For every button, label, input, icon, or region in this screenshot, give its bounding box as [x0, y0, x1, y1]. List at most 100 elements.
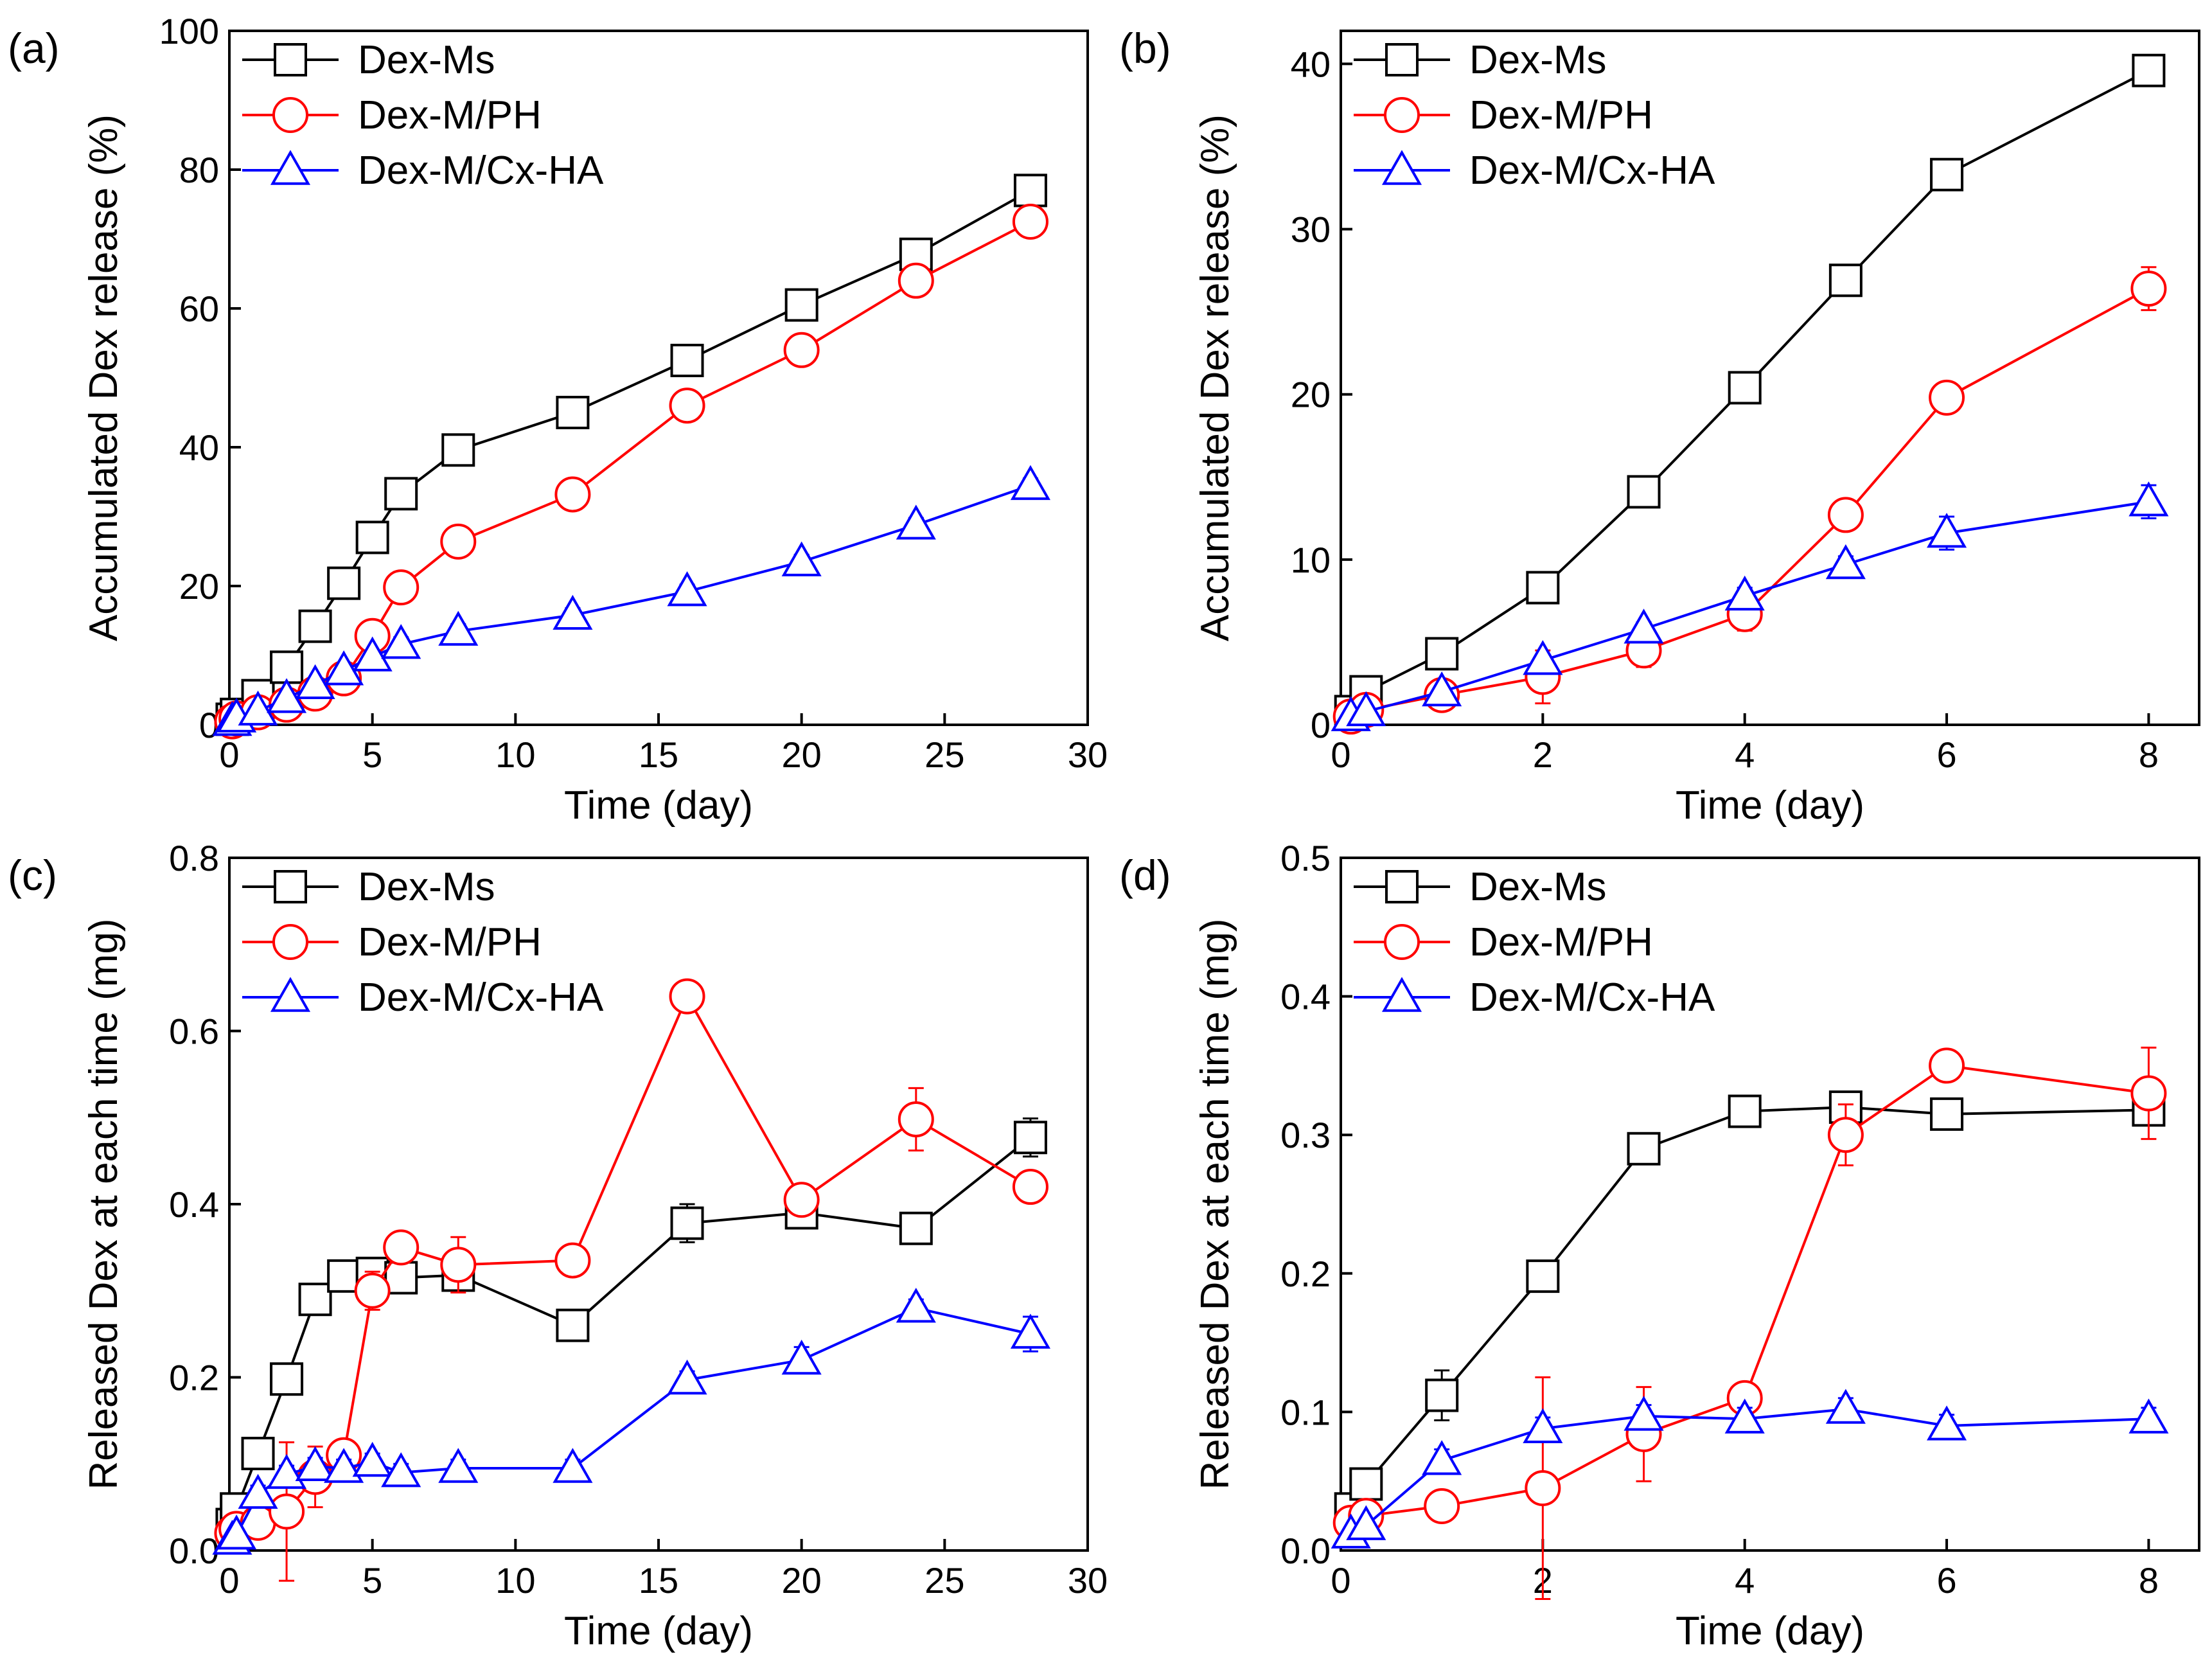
- y-tick-label: 0.0: [1280, 1531, 1331, 1571]
- x-tick-label: 8: [2139, 734, 2159, 775]
- y-tick-label: 80: [179, 150, 219, 190]
- y-axis-title: Released Dex at each time (mg): [1193, 918, 1237, 1489]
- y-tick-label: 30: [1291, 209, 1331, 250]
- data-point: [381, 624, 421, 659]
- legend-item: Dex-M/Cx-HA: [1354, 975, 1715, 1020]
- y-tick-label: 60: [179, 289, 219, 329]
- data-point: [1825, 1389, 1866, 1424]
- x-axis-title: Time (day): [564, 1609, 753, 1653]
- data-point: [1930, 1097, 1964, 1131]
- legend-label: Dex-M/PH: [1469, 93, 1653, 138]
- data-point: [1010, 465, 1050, 501]
- data-point: [384, 1261, 418, 1295]
- data-point: [298, 1283, 332, 1317]
- legend-marker: [1384, 924, 1420, 960]
- series-dex-m-ph: [1332, 266, 2167, 735]
- x-tick-label: 15: [639, 1560, 678, 1601]
- x-tick-label: 6: [1936, 1560, 1956, 1601]
- y-axis-title: Accumulated Dex release (%): [1193, 114, 1237, 641]
- data-point: [295, 664, 335, 700]
- data-point: [898, 262, 934, 299]
- legend: Dex-Ms Dex-M/PH Dex-M/Cx-HA: [242, 38, 604, 193]
- data-point: [1422, 671, 1462, 707]
- data-point: [2128, 1398, 2169, 1434]
- legend-item: Dex-Ms: [1354, 38, 1607, 82]
- data-point: [441, 433, 475, 467]
- y-tick-label: 40: [1291, 44, 1331, 84]
- data-point: [1013, 1121, 1047, 1155]
- data-point: [1827, 497, 1864, 533]
- data-point: [670, 1206, 704, 1240]
- x-axis-title: Time (day): [1676, 783, 1864, 828]
- data-point: [267, 1453, 307, 1489]
- data-point: [238, 1473, 278, 1509]
- y-tick-label: 20: [179, 566, 219, 607]
- data-point: [1523, 1408, 1563, 1443]
- x-tick-label: 4: [1735, 1560, 1755, 1601]
- data-point: [327, 1259, 361, 1293]
- legend-item: Dex-M/PH: [242, 920, 542, 964]
- legend-marker: [1385, 870, 1419, 903]
- data-point: [1346, 691, 1386, 727]
- legend-item: Dex-Ms: [1354, 865, 1607, 909]
- data-point: [1724, 575, 1765, 611]
- legend-marker: [1385, 43, 1419, 76]
- series-dex-ms: [1334, 1090, 2166, 1526]
- x-tick-label: 0: [219, 1560, 239, 1601]
- data-point: [1825, 544, 1866, 580]
- legend-marker: [1381, 150, 1422, 185]
- data-point: [669, 978, 705, 1015]
- data-point: [1523, 640, 1563, 675]
- data-point: [1728, 371, 1762, 405]
- legend-item: Dex-Ms: [242, 865, 495, 909]
- x-tick-label: 5: [362, 1560, 382, 1601]
- panel-label: (c): [8, 851, 57, 899]
- data-point: [327, 566, 361, 600]
- panel-label: (d): [1119, 851, 1171, 899]
- data-point: [383, 569, 420, 606]
- data-point: [669, 387, 705, 424]
- series-dex-m-cx-ha: [212, 1288, 1050, 1555]
- data-point: [1012, 1169, 1048, 1205]
- data-point: [554, 1242, 591, 1279]
- y-tick-label: 0.0: [169, 1531, 219, 1571]
- y-tick-label: 0.1: [1280, 1392, 1331, 1432]
- y-tick-label: 0.4: [169, 1184, 219, 1225]
- data-point: [783, 332, 820, 368]
- data-point: [270, 1362, 304, 1396]
- y-tick-label: 0: [1311, 705, 1331, 745]
- data-point: [1624, 609, 1664, 644]
- legend-label: Dex-M/PH: [358, 920, 542, 964]
- x-tick-label: 15: [639, 734, 678, 775]
- data-point: [1422, 1440, 1462, 1475]
- data-point: [1424, 1488, 1460, 1525]
- data-point: [2128, 481, 2169, 517]
- legend-marker: [270, 977, 311, 1012]
- x-tick-label: 10: [495, 734, 535, 775]
- data-point: [1346, 1505, 1386, 1540]
- data-point: [1526, 571, 1560, 605]
- x-axis-title: Time (day): [564, 783, 753, 828]
- data-point: [781, 541, 822, 576]
- data-point: [324, 1448, 364, 1483]
- x-tick-label: 30: [1068, 1560, 1108, 1601]
- y-axis-title: Accumulated Dex release (%): [82, 114, 126, 641]
- legend: Dex-Ms Dex-M/PH Dex-M/Cx-HA: [1354, 38, 1715, 193]
- legend-marker: [270, 150, 311, 185]
- data-point: [667, 571, 707, 607]
- data-point: [269, 1493, 305, 1530]
- plot-frame: [1340, 30, 2200, 726]
- y-tick-label: 0.2: [169, 1358, 219, 1398]
- data-point: [784, 288, 818, 322]
- x-tick-label: 25: [925, 734, 964, 775]
- data-point: [554, 476, 591, 513]
- legend-item: Dex-M/PH: [1354, 93, 1653, 138]
- legend-item: Dex-M/PH: [242, 93, 542, 138]
- chart-panel-b: 0 2 4 6 8 0 10 20 30 40 Time (day) Accumulated Dex …: [1119, 24, 2200, 828]
- chart-panel-c: 0 5 10 15 20 25 30 0.0 0.2 0.4 0.6 0.8 Time (day) Rel…: [8, 838, 1108, 1653]
- data-point: [438, 610, 479, 646]
- data-point: [354, 1272, 391, 1309]
- data-point: [556, 396, 590, 429]
- data-point: [1828, 263, 1863, 298]
